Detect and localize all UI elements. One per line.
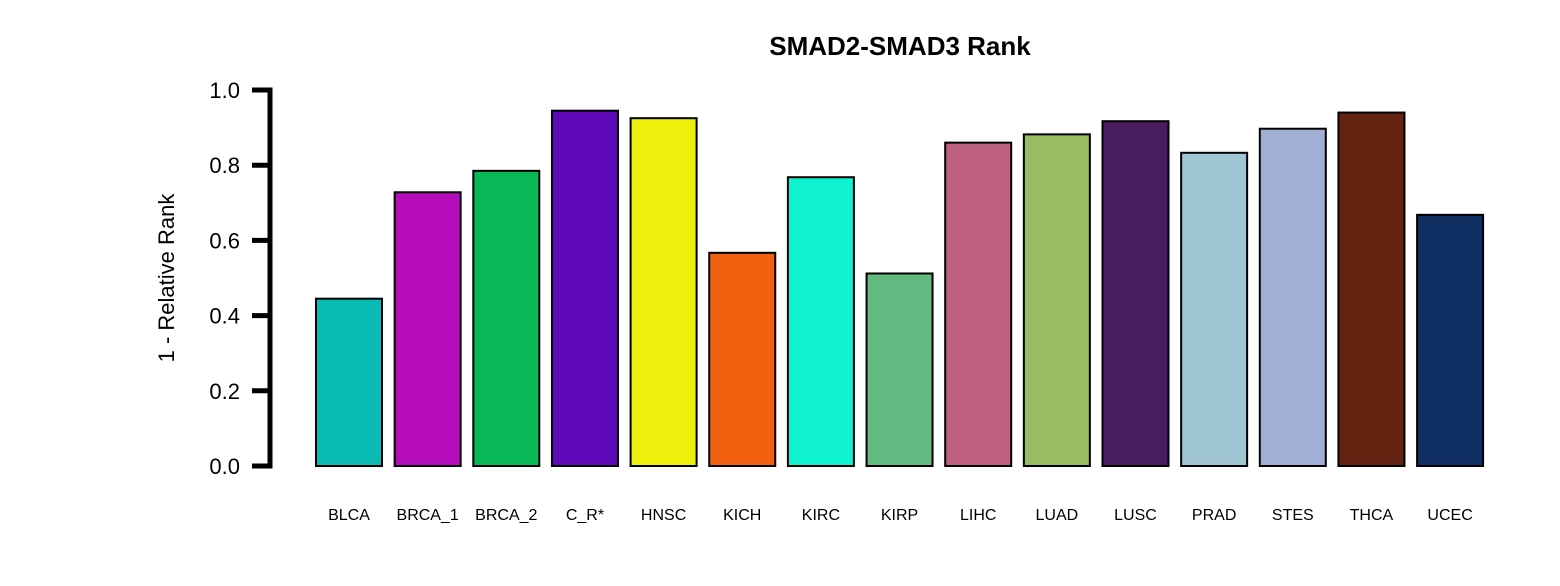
bar-ucec <box>1416 213 1485 467</box>
bar-c-r- <box>550 109 619 468</box>
bar-stes <box>1258 127 1327 467</box>
bar-lihc <box>944 141 1013 467</box>
x-tick-label: LIHC <box>960 507 996 524</box>
x-axis-labels: BLCA BRCA_1 BRCA_2 C_R* HNSC KICH KIRC KIRP LIHC… <box>328 507 1473 524</box>
y-axis: 0.0 0.2 0.4 0.6 0.8 1.0 <box>209 78 273 479</box>
bar-blca <box>315 297 383 467</box>
bar-lusc <box>1101 120 1170 467</box>
bar-brca-2 <box>472 169 541 467</box>
x-tick-label: BRCA_1 <box>397 507 459 524</box>
x-tick-label: STES <box>1272 507 1314 524</box>
bar-prad <box>1180 151 1249 468</box>
x-tick-label: HNSC <box>641 507 686 524</box>
y-tick-label: 0.8 <box>209 153 240 178</box>
x-tick-label: UCEC <box>1427 507 1472 524</box>
x-tick-label: LUAD <box>1036 507 1079 524</box>
bar-hnsc <box>629 117 698 467</box>
x-tick-label: BLCA <box>328 507 370 524</box>
x-tick-label: KIRC <box>802 507 840 524</box>
y-tick-label: 0.0 <box>209 454 240 479</box>
x-tick-label: C_R* <box>566 507 604 524</box>
bar-brca-1 <box>393 191 462 467</box>
x-tick-label: THCA <box>1350 507 1394 524</box>
bar-kich <box>708 251 777 467</box>
bars <box>315 109 1485 468</box>
y-tick-label: 0.4 <box>209 304 240 329</box>
x-tick-label: PRAD <box>1192 507 1236 524</box>
x-tick-label: LUSC <box>1114 507 1157 524</box>
y-tick-label: 0.6 <box>209 228 240 253</box>
chart-title: SMAD2-SMAD3 Rank <box>769 31 1031 61</box>
bar-kirc <box>786 176 855 467</box>
x-tick-label: KICH <box>723 507 761 524</box>
bar-luad <box>1022 133 1091 467</box>
bar-kirp <box>865 272 934 467</box>
y-axis-label: 1 - Relative Rank <box>154 193 179 363</box>
bar-thca <box>1337 111 1406 467</box>
x-tick-label: KIRP <box>881 507 918 524</box>
y-tick-label: 0.2 <box>209 379 240 404</box>
x-tick-label: BRCA_2 <box>475 507 537 524</box>
y-tick-label: 1.0 <box>209 78 240 103</box>
